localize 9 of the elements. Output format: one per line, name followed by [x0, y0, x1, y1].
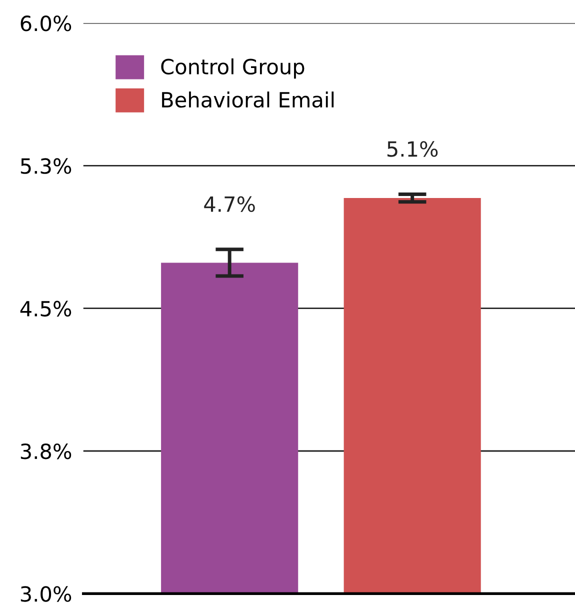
y-tick-label: 3.8%	[20, 443, 72, 460]
data-label: 4.7%	[204, 196, 255, 212]
legend-label: Control Group	[161, 58, 304, 79]
y-tick-label: 4.5%	[20, 300, 72, 317]
y-tick-label: 6.0%	[20, 16, 72, 32]
y-tick-label: 5.3%	[20, 158, 72, 174]
y-tick-label: 3.0%	[20, 586, 72, 602]
data-label: 5.1%	[387, 141, 438, 157]
legend-label: Behavioral Email	[162, 92, 334, 108]
